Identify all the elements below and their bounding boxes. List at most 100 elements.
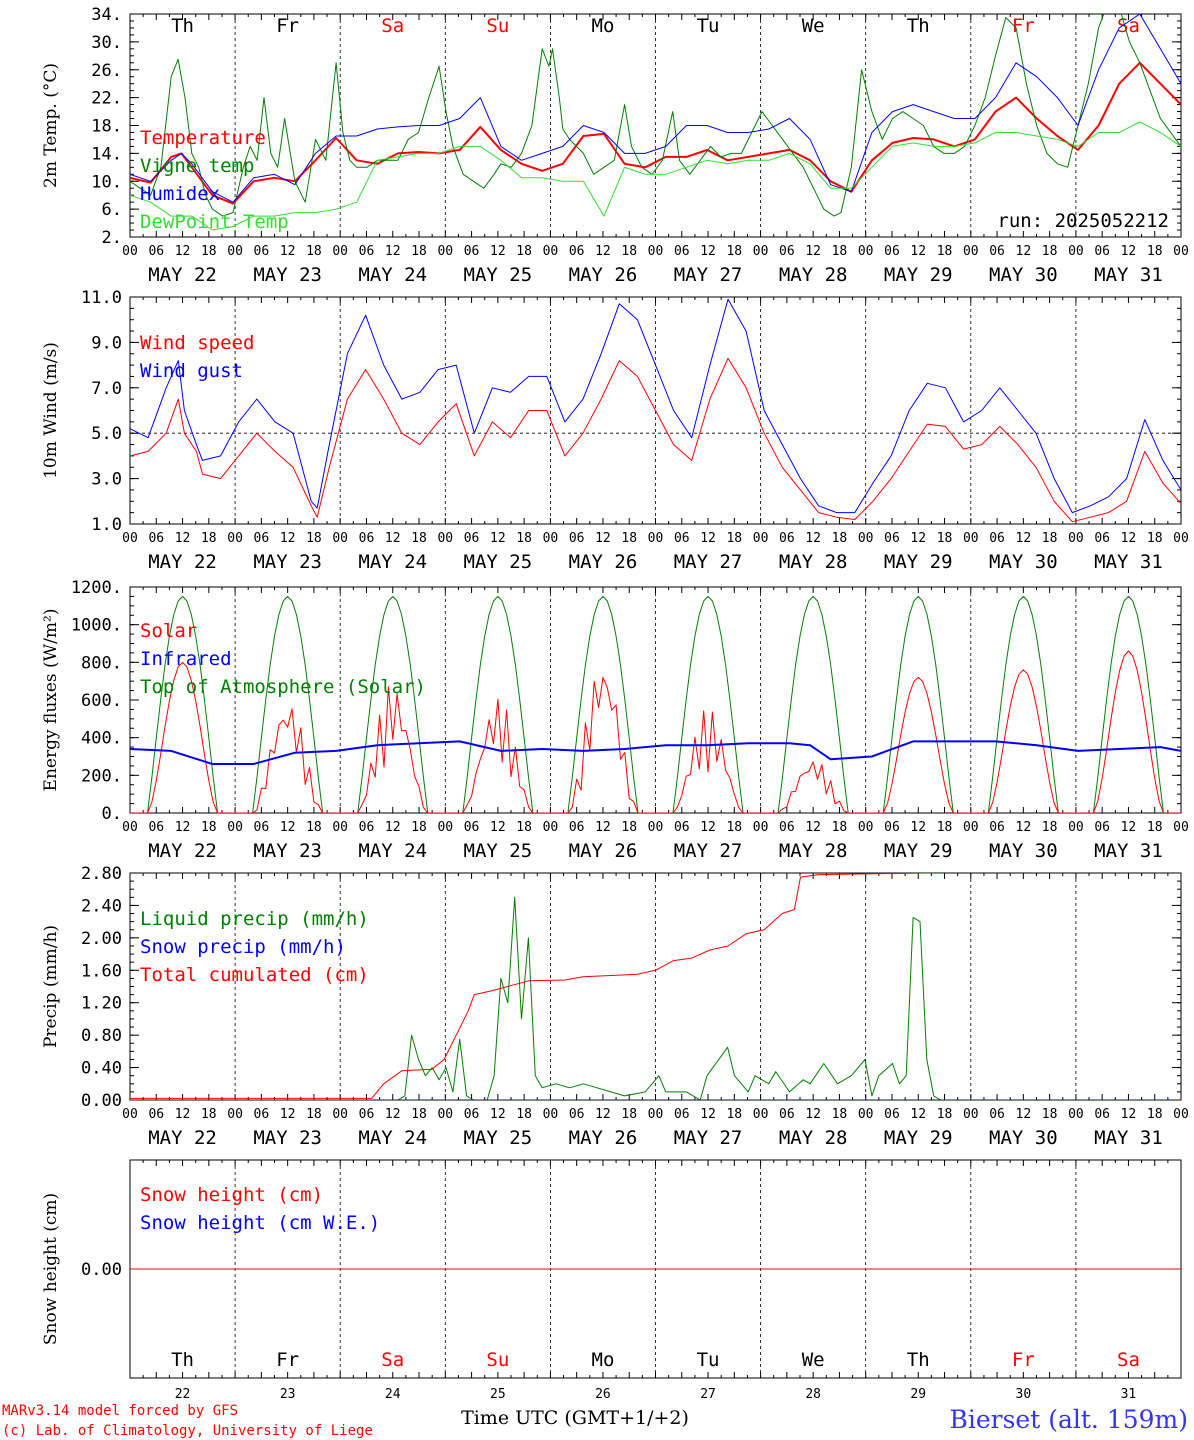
hour-label: 12 <box>490 820 506 835</box>
hour-label: 06 <box>464 820 480 835</box>
hour-label: 00 <box>437 531 453 546</box>
y-tick-label: 2.80 <box>81 864 122 884</box>
hour-label: 12 <box>805 244 821 259</box>
day-number: 29 <box>910 1387 926 1402</box>
y-tick-label: 6. <box>102 200 122 220</box>
date-label: MAY 23 <box>253 264 322 286</box>
hour-label: 00 <box>1068 820 1084 835</box>
weekday-label: Fr <box>276 15 299 37</box>
y-tick-label: 1.0 <box>91 515 122 535</box>
hour-label: 18 <box>306 244 322 259</box>
hour-label: 06 <box>674 244 690 259</box>
hour-label: 12 <box>280 531 296 546</box>
hour-label: 06 <box>674 1107 690 1122</box>
date-label: MAY 24 <box>358 264 427 286</box>
date-label: MAY 29 <box>884 1127 953 1149</box>
hour-label: 18 <box>832 820 848 835</box>
date-label: MAY 27 <box>674 1127 743 1149</box>
hour-label: 00 <box>227 531 243 546</box>
hour-label: 00 <box>1173 244 1189 259</box>
series-line-1 <box>130 298 1181 514</box>
hour-label: 00 <box>332 531 348 546</box>
hour-label: 06 <box>464 531 480 546</box>
weekday-label: Th <box>171 1349 194 1371</box>
date-label: MAY 22 <box>148 264 217 286</box>
date-label: MAY 24 <box>358 551 427 573</box>
hour-label: 06 <box>779 244 795 259</box>
date-label: MAY 22 <box>148 551 217 573</box>
y-tick-label: 26. <box>91 61 122 81</box>
hour-label: 00 <box>753 531 769 546</box>
legend-entry: Liquid precip (mm/h) <box>140 908 369 930</box>
hour-label: 12 <box>1016 244 1032 259</box>
hour-label: 12 <box>595 820 611 835</box>
day-number: 27 <box>700 1387 716 1402</box>
y-axis-label: Precip (mm/h) <box>41 925 61 1048</box>
y-tick-label: 9.0 <box>91 333 122 353</box>
hour-label: 18 <box>306 820 322 835</box>
y-tick-label: 0.80 <box>81 1026 122 1046</box>
date-label: MAY 30 <box>989 840 1058 862</box>
hour-label: 00 <box>648 820 664 835</box>
weekday-label: Sa <box>381 1349 404 1371</box>
legend-entry: Wind gust <box>140 360 243 382</box>
series-line-1 <box>130 14 1181 217</box>
hour-label: 00 <box>332 820 348 835</box>
hour-label: 00 <box>1068 244 1084 259</box>
hour-label: 12 <box>175 244 191 259</box>
hour-label: 18 <box>832 531 848 546</box>
hour-label: 18 <box>1042 244 1058 259</box>
date-label: MAY 29 <box>884 840 953 862</box>
weekday-label: Mo <box>592 1349 615 1371</box>
weekday-label: Su <box>486 15 509 37</box>
weekday-label: Fr <box>276 1349 299 1371</box>
hour-label: 18 <box>1147 244 1163 259</box>
hour-label: 12 <box>805 531 821 546</box>
hour-label: 18 <box>937 820 953 835</box>
weekday-label: Tu <box>697 1349 720 1371</box>
hour-label: 18 <box>306 531 322 546</box>
hour-label: 12 <box>1121 1107 1137 1122</box>
hour-label: 12 <box>910 820 926 835</box>
hour-label: 12 <box>280 1107 296 1122</box>
hour-label: 18 <box>937 531 953 546</box>
hour-label: 12 <box>1016 820 1032 835</box>
y-tick-label: 1000. <box>71 616 122 636</box>
copyright: (c) Lab. of Climatology, University of L… <box>2 1423 373 1439</box>
y-axis-label: 2m Temp. (°C) <box>41 63 61 188</box>
date-label: MAY 31 <box>1094 1127 1163 1149</box>
hour-label: 18 <box>726 244 742 259</box>
date-label: MAY 25 <box>464 264 533 286</box>
hour-label: 00 <box>437 244 453 259</box>
hour-label: 06 <box>569 244 585 259</box>
hour-label: 06 <box>989 820 1005 835</box>
hour-label: 12 <box>805 820 821 835</box>
y-tick-label: 1200. <box>71 578 122 598</box>
y-tick-label: 3.0 <box>91 470 122 490</box>
series-line-toa <box>130 595 1181 813</box>
series-line-2 <box>130 873 950 1099</box>
series-line-2 <box>130 14 1181 203</box>
hour-label: 00 <box>543 244 559 259</box>
legend-entry: Vigne temp <box>140 155 254 177</box>
hour-label: 00 <box>543 1107 559 1122</box>
hour-label: 18 <box>411 820 427 835</box>
hour-label: 06 <box>674 820 690 835</box>
hour-label: 18 <box>201 531 217 546</box>
y-tick-label: 18. <box>91 117 122 137</box>
y-tick-label: 7.0 <box>91 379 122 399</box>
hour-label: 06 <box>989 531 1005 546</box>
hour-label: 06 <box>1094 820 1110 835</box>
hour-label: 00 <box>1068 531 1084 546</box>
hour-label: 12 <box>595 531 611 546</box>
hour-label: 06 <box>359 531 375 546</box>
hour-label: 00 <box>122 820 138 835</box>
hour-label: 12 <box>280 244 296 259</box>
day-number: 28 <box>805 1387 821 1402</box>
date-label: MAY 22 <box>148 1127 217 1149</box>
date-label: MAY 27 <box>674 840 743 862</box>
hour-label: 18 <box>201 1107 217 1122</box>
date-label: MAY 27 <box>674 551 743 573</box>
date-label: MAY 31 <box>1094 551 1163 573</box>
hour-label: 06 <box>359 1107 375 1122</box>
